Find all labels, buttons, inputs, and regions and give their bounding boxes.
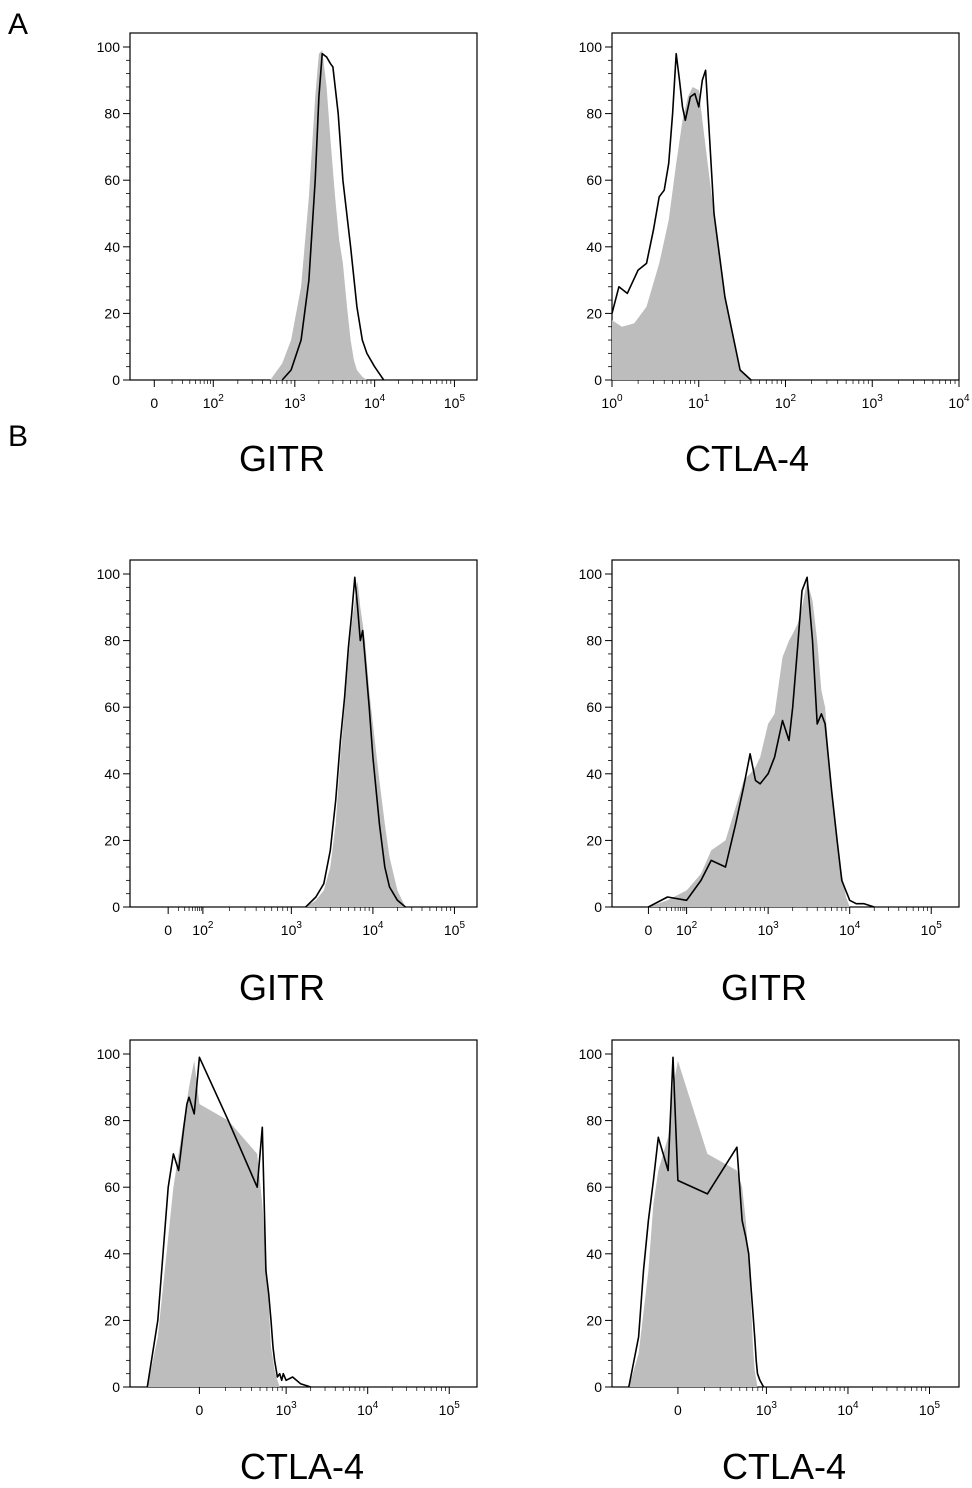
histogram-panel-4: 0 20 40 60 80 100 0 102 103 104 105 <box>579 559 960 938</box>
y-tick-label: 0 <box>112 1379 120 1395</box>
y-tick-label: 80 <box>104 106 120 122</box>
x-tick-label: 105 <box>444 920 466 938</box>
panel-label-b: B <box>8 420 29 453</box>
x-tick-label: 103 <box>284 393 306 411</box>
x-tick-label: 103 <box>862 393 884 411</box>
y-tick-label: 100 <box>97 1046 121 1062</box>
y-tick-label: 20 <box>104 305 120 321</box>
y-tick-label: 0 <box>594 1379 602 1395</box>
histogram-panel-1: 0 20 40 60 80 100 0 102 103 104 105 <box>97 32 478 411</box>
y-tick-label: 80 <box>586 633 602 649</box>
x-tick-label: 105 <box>444 393 466 411</box>
sample-histogram <box>611 52 752 381</box>
x-tick-label: 104 <box>364 393 386 411</box>
histogram-panel-6: 0 20 40 60 80 100 0 103 104 105 <box>579 1039 960 1418</box>
y-tick-label: 20 <box>586 1312 602 1328</box>
y-tick-label: 40 <box>586 1246 602 1262</box>
x-tick-label: 103 <box>281 920 303 938</box>
sample-histogram <box>305 576 406 908</box>
y-tick-label: 20 <box>586 305 602 321</box>
control-histogram <box>305 580 406 907</box>
x-tick-label: 0 <box>150 395 158 411</box>
y-tick-label: 20 <box>104 832 120 848</box>
y-tick-label: 0 <box>594 899 602 915</box>
x-tick-label: 105 <box>439 1400 461 1418</box>
x-tick-label: 102 <box>192 920 214 938</box>
y-tick-label: 100 <box>97 566 121 582</box>
y-tick-label: 100 <box>579 566 603 582</box>
x-axis-label: CTLA-4 <box>721 1446 847 1487</box>
sample-histogram <box>281 52 385 381</box>
sample-histogram <box>146 1056 311 1388</box>
x-axis-label: GITR <box>721 967 807 1008</box>
x-tick-label: 0 <box>645 922 653 938</box>
y-tick-label: 100 <box>579 39 603 55</box>
control-histogram <box>270 50 367 381</box>
histogram-panel-3: 0 20 40 60 80 100 0 102 103 104 105 <box>97 559 478 938</box>
x-axis-label: GITR <box>239 438 325 479</box>
y-tick-label: 20 <box>104 1312 120 1328</box>
y-tick-label: 100 <box>97 39 121 55</box>
x-axis-label: CTLA-4 <box>684 438 810 479</box>
x-tick-label: 102 <box>775 393 797 411</box>
y-tick-label: 60 <box>586 699 602 715</box>
y-tick-label: 40 <box>586 239 602 255</box>
y-tick-label: 40 <box>586 766 602 782</box>
y-tick-label: 40 <box>104 239 120 255</box>
x-tick-label: 104 <box>839 920 861 938</box>
y-tick-label: 60 <box>104 1179 120 1195</box>
x-tick-label: 0 <box>164 922 172 938</box>
x-tick-label: 104 <box>357 1400 379 1418</box>
control-histogram <box>648 580 850 907</box>
y-tick-label: 40 <box>104 766 120 782</box>
control-histogram <box>612 87 751 380</box>
y-tick-label: 0 <box>112 372 120 388</box>
histogram-panel-5: 0 20 40 60 80 100 0 103 104 105 <box>97 1039 478 1418</box>
x-tick-label: 105 <box>921 920 943 938</box>
y-tick-label: 80 <box>104 633 120 649</box>
x-tick-label: 101 <box>688 393 710 411</box>
control-histogram <box>147 1060 282 1387</box>
histogram-panel-2: 0 20 40 60 80 100 100 101 102 103 104 <box>579 32 970 411</box>
y-tick-label: 80 <box>104 1113 120 1129</box>
control-histogram <box>628 1060 758 1387</box>
y-tick-label: 60 <box>586 1179 602 1195</box>
x-axis-label: GITR <box>239 967 325 1008</box>
x-tick-label: 0 <box>674 1402 682 1418</box>
sample-histogram <box>628 1056 765 1388</box>
plot-frame <box>129 559 478 908</box>
y-tick-label: 60 <box>586 172 602 188</box>
sample-histogram <box>648 576 875 908</box>
x-tick-label: 0 <box>196 1402 204 1418</box>
y-tick-label: 60 <box>104 699 120 715</box>
y-tick-label: 80 <box>586 106 602 122</box>
x-tick-label: 100 <box>601 393 623 411</box>
x-tick-label: 104 <box>948 393 970 411</box>
x-tick-label: 103 <box>758 920 780 938</box>
x-tick-label: 104 <box>362 920 384 938</box>
x-tick-label: 103 <box>756 1400 778 1418</box>
x-tick-label: 102 <box>203 393 225 411</box>
x-tick-label: 105 <box>919 1400 941 1418</box>
y-tick-label: 0 <box>112 899 120 915</box>
y-tick-label: 40 <box>104 1246 120 1262</box>
x-tick-label: 103 <box>276 1400 298 1418</box>
y-tick-label: 0 <box>594 372 602 388</box>
panel-label-a: A <box>8 8 29 41</box>
y-tick-label: 80 <box>586 1113 602 1129</box>
x-axis-label: CTLA-4 <box>239 1446 365 1487</box>
y-tick-label: 60 <box>104 172 120 188</box>
y-tick-label: 20 <box>586 832 602 848</box>
x-tick-label: 104 <box>837 1400 859 1418</box>
x-tick-label: 102 <box>676 920 698 938</box>
y-tick-label: 100 <box>579 1046 603 1062</box>
